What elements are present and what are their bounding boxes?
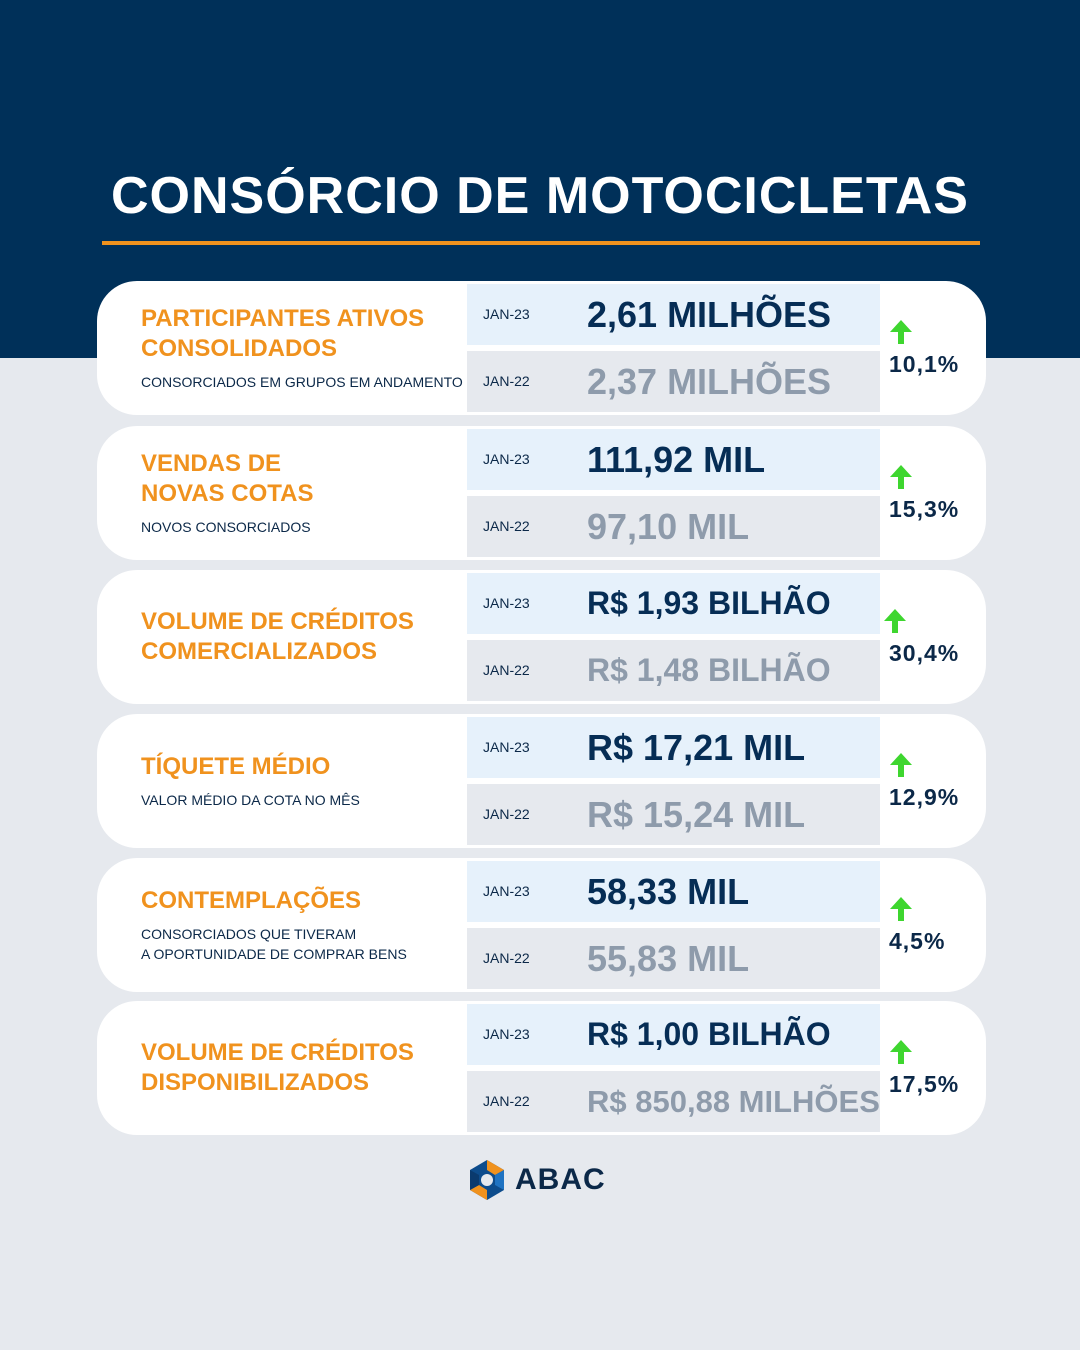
- period-label: JAN-23: [483, 883, 530, 899]
- stat-card-contemplacoes: CONTEMPLAÇÕES CONSORCIADOS QUE TIVERAM A…: [97, 858, 986, 992]
- stat-card-vendas: VENDAS DE NOVAS COTAS NOVOS CONSORCIADOS…: [97, 426, 986, 560]
- stat-card-tiquete-medio: TÍQUETE MÉDIO VALOR MÉDIO DA COTA NO MÊS…: [97, 714, 986, 848]
- current-value: R$ 1,93 BILHÃO: [587, 585, 831, 621]
- abac-logo: ABAC: [465, 1157, 606, 1203]
- previous-value: 2,37 MILHÕES: [587, 361, 832, 402]
- period-label: JAN-22: [483, 806, 530, 822]
- change-percent: 10,1%: [889, 351, 960, 377]
- previous-value: R$ 15,24 MIL: [587, 794, 806, 835]
- card-subtitle: CONSORCIADOS QUE TIVERAM A OPORTUNIDADE …: [141, 926, 407, 962]
- previous-period-row: JAN-22 R$ 850,88 MILHÕES: [467, 1071, 880, 1132]
- card-heading: CONTEMPLAÇÕES CONSORCIADOS QUE TIVERAM A…: [141, 858, 471, 992]
- previous-period-row: JAN-22 97,10 MIL: [467, 496, 880, 557]
- current-period-row: JAN-23 111,92 MIL: [467, 429, 880, 490]
- period-label: JAN-23: [483, 739, 530, 755]
- previous-period-row: JAN-22 R$ 15,24 MIL: [467, 784, 880, 845]
- page-title: CONSÓRCIO DE MOTOCICLETAS: [111, 167, 969, 225]
- arrow-up-icon: [890, 1040, 912, 1064]
- current-period-row: JAN-23 2,61 MILHÕES: [467, 284, 880, 345]
- current-period-row: JAN-23 R$ 17,21 MIL: [467, 717, 880, 778]
- card-heading: PARTICIPANTES ATIVOS CONSOLIDADOS CONSOR…: [141, 281, 471, 415]
- card-subtitle: CONSORCIADOS EM GRUPOS EM ANDAMENTO: [141, 374, 463, 390]
- change-percent: 4,5%: [889, 928, 946, 954]
- change-percent: 12,9%: [889, 784, 960, 810]
- card-title: VENDAS DE NOVAS COTAS: [141, 450, 314, 507]
- previous-period-row: JAN-22 55,83 MIL: [467, 928, 880, 989]
- card-heading: VENDAS DE NOVAS COTAS NOVOS CONSORCIADOS: [141, 426, 471, 560]
- period-label: JAN-23: [483, 306, 530, 322]
- current-value: 2,61 MILHÕES: [587, 294, 832, 335]
- stat-card-creditos-comercializados: VOLUME DE CRÉDITOS COMERCIALIZADOS JAN-2…: [97, 570, 986, 704]
- arrow-up-icon: [890, 320, 912, 344]
- current-value: 58,33 MIL: [587, 871, 750, 912]
- previous-value: 55,83 MIL: [587, 938, 750, 979]
- previous-period-row: JAN-22 R$ 1,48 BILHÃO: [467, 640, 880, 701]
- period-label: JAN-22: [483, 373, 530, 389]
- previous-period-row: JAN-22 2,37 MILHÕES: [467, 351, 880, 412]
- current-period-row: JAN-23 58,33 MIL: [467, 861, 880, 922]
- stat-card-creditos-disponibilizados: VOLUME DE CRÉDITOS DISPONIBILIZADOS JAN-…: [97, 1001, 986, 1135]
- card-subtitle: NOVOS CONSORCIADOS: [141, 519, 311, 535]
- card-title: VOLUME DE CRÉDITOS COMERCIALIZADOS: [141, 608, 414, 665]
- current-value: R$ 1,00 BILHÃO: [587, 1016, 831, 1052]
- period-label: JAN-23: [483, 451, 530, 467]
- card-title: CONTEMPLAÇÕES: [141, 887, 362, 914]
- current-period-row: JAN-23 R$ 1,93 BILHÃO: [467, 573, 880, 634]
- period-label: JAN-23: [483, 1026, 530, 1042]
- arrow-up-icon: [890, 753, 912, 777]
- current-value: 111,92 MIL: [587, 439, 766, 480]
- card-subtitle: VALOR MÉDIO DA COTA NO MÊS: [141, 792, 360, 808]
- arrow-up-icon: [884, 609, 906, 633]
- period-label: JAN-22: [483, 662, 530, 678]
- abac-logo-icon: [470, 1160, 504, 1200]
- card-heading: VOLUME DE CRÉDITOS COMERCIALIZADOS: [141, 570, 471, 704]
- change-percent: 30,4%: [889, 640, 960, 666]
- change-percent: 15,3%: [889, 496, 960, 522]
- arrow-up-icon: [890, 465, 912, 489]
- period-label: JAN-23: [483, 595, 530, 611]
- previous-value: R$ 850,88 MILHÕES: [587, 1084, 880, 1119]
- stat-card-participantes: PARTICIPANTES ATIVOS CONSOLIDADOS CONSOR…: [97, 281, 986, 415]
- previous-value: R$ 1,48 BILHÃO: [587, 652, 831, 688]
- card-title: PARTICIPANTES ATIVOS CONSOLIDADOS: [141, 305, 425, 362]
- arrow-up-icon: [890, 897, 912, 921]
- period-label: JAN-22: [483, 950, 530, 966]
- period-label: JAN-22: [483, 1093, 530, 1109]
- change-percent: 17,5%: [889, 1071, 960, 1097]
- period-label: JAN-22: [483, 518, 530, 534]
- card-heading: VOLUME DE CRÉDITOS DISPONIBILIZADOS: [141, 1001, 471, 1135]
- logo-text: ABAC: [515, 1163, 606, 1196]
- card-title: VOLUME DE CRÉDITOS DISPONIBILIZADOS: [141, 1039, 414, 1096]
- title-underline: [102, 241, 980, 245]
- current-value: R$ 17,21 MIL: [587, 727, 806, 768]
- card-title: TÍQUETE MÉDIO: [141, 753, 331, 780]
- card-heading: TÍQUETE MÉDIO VALOR MÉDIO DA COTA NO MÊS: [141, 714, 471, 848]
- current-period-row: JAN-23 R$ 1,00 BILHÃO: [467, 1004, 880, 1065]
- previous-value: 97,10 MIL: [587, 506, 750, 547]
